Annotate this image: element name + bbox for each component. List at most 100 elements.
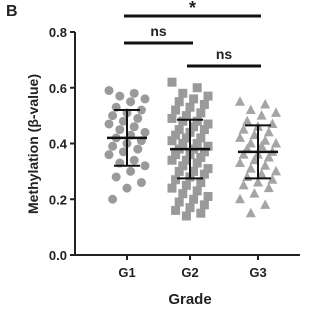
data-point [181,133,191,143]
x-tick-label: G2 [181,265,198,280]
data-point [245,138,256,148]
data-point [235,157,245,168]
data-point [185,102,195,112]
data-point [178,161,188,171]
significance-label: ns [150,23,167,39]
x-tick-label: G1 [118,265,135,280]
data-point [189,122,199,132]
data-point [263,182,274,193]
data-point [238,124,249,134]
data-point [196,152,206,162]
data-point [111,172,121,182]
data-point [203,91,213,101]
data-point [260,160,271,170]
data-point [115,91,125,101]
data-point [171,150,181,160]
data-point [271,107,281,117]
data-point [171,205,181,215]
data-point [174,97,184,107]
data-point [133,113,143,123]
data-point [199,169,209,179]
data-point [178,88,188,98]
data-point [189,194,199,204]
data-point [249,154,260,165]
data-point [174,166,184,176]
data-point [256,168,267,179]
data-point [181,211,191,221]
data-point [167,77,177,87]
data-point [171,105,181,115]
data-point [245,104,256,115]
data-point [192,186,202,196]
data-point [178,189,188,199]
data-point [192,83,202,93]
data-point [203,119,213,129]
data-point [181,180,191,190]
data-point [249,129,260,140]
data-point [174,125,184,135]
data-point [196,133,206,143]
data-point [192,158,202,168]
data-point [235,193,245,204]
data-point [171,130,181,140]
data-point [104,150,114,160]
data-point [108,141,118,151]
data-point [249,188,260,198]
y-axis-label: Methylation (β-value) [25,74,41,214]
data-point [181,111,191,121]
data-point [129,155,139,165]
data-point [199,125,209,135]
data-point [133,144,143,154]
data-point [189,94,199,104]
y-tick-label: 0.8 [49,25,67,40]
data-point [256,110,267,120]
data-point [129,122,139,132]
data-point [256,140,267,151]
data-point [181,155,191,165]
data-point [126,166,136,176]
data-point [242,115,253,126]
data-point [260,98,271,109]
data-point [196,178,206,188]
data-point [140,161,150,171]
data-point [104,119,114,129]
x-axis-label: Grade [168,291,211,308]
data-point [140,94,150,104]
data-point [196,208,206,218]
data-point [126,97,136,107]
data-point [271,138,281,148]
data-point [167,183,177,193]
data-point [253,177,263,187]
significance-label: ns [216,46,233,62]
data-point [129,88,139,98]
data-point [235,96,245,106]
data-point [167,155,177,165]
data-point [203,191,213,201]
y-tick-label: 0.6 [49,81,67,96]
data-point [203,164,213,174]
data-point [267,118,278,128]
data-point [199,200,209,210]
data-point [196,108,206,118]
data-point [242,171,253,181]
data-point [199,147,209,157]
data-point [245,163,256,173]
data-point [140,127,150,137]
data-point [238,179,249,190]
data-point [108,194,118,204]
data-point [271,165,281,176]
data-point [185,203,195,213]
data-point [263,126,274,137]
data-point [136,178,146,188]
data-point [167,113,177,123]
data-point [199,99,209,109]
data-point [122,183,132,193]
data-point [245,207,256,218]
data-point [104,86,114,96]
data-point [235,132,245,142]
data-point [192,116,202,126]
y-tick-label: 0.0 [49,248,67,263]
data-point [260,199,271,209]
data-point [203,141,213,151]
